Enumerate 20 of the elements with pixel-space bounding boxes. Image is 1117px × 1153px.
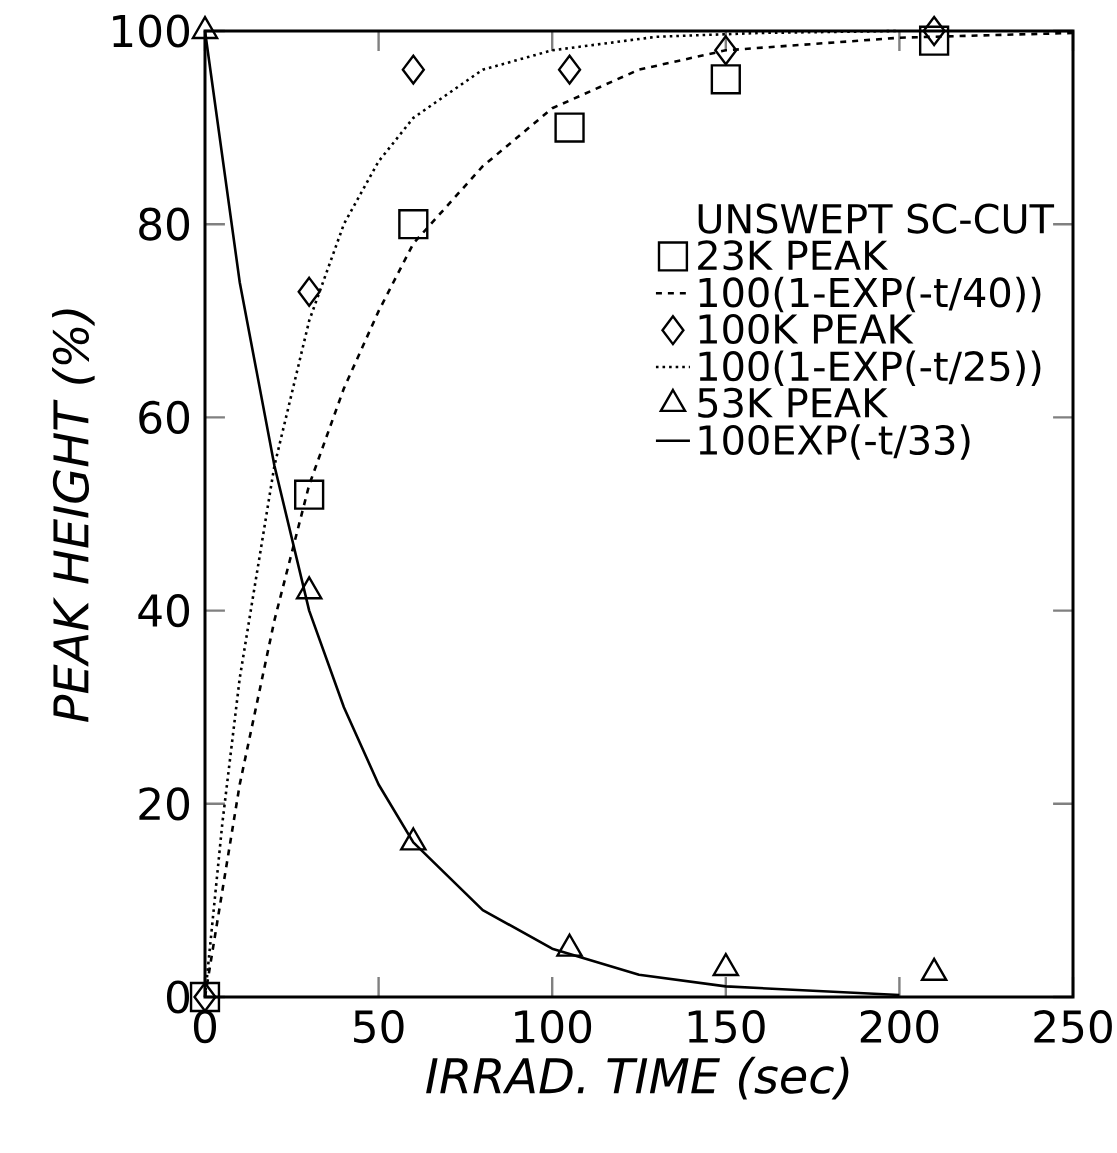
x-axis-title: IRRAD. TIME (sec) — [426, 1056, 849, 1100]
legend-label: 100EXP(-t/33) — [699, 424, 970, 460]
legend-label: 100(1-EXP(-t/25)) — [699, 350, 1041, 386]
x-tick-label: 50 — [354, 1010, 404, 1044]
x-tick-label: 250 — [1034, 1010, 1112, 1044]
legend-label: 100(1-EXP(-t/40)) — [699, 276, 1041, 313]
y-tick-label: 20 — [139, 787, 190, 821]
y-tick-label: 40 — [138, 594, 190, 628]
y-tick-label: 100 — [113, 14, 190, 48]
y-axis-title: PEAK HEIGHT (%) — [52, 309, 95, 723]
y-tick-label: 80 — [139, 207, 190, 241]
x-tick-label: 200 — [860, 1010, 939, 1044]
legend-label: 100K PEAK — [699, 313, 914, 345]
y-tick-label: 60 — [139, 400, 190, 434]
y-tick-label: 0 — [166, 980, 190, 1014]
legend-title: UNSWEPT SC-CUT — [698, 203, 1055, 234]
legend-label: 23K PEAK — [698, 240, 889, 271]
x-tick-label: 150 — [688, 1010, 765, 1044]
legend-label: 53K PEAK — [698, 387, 889, 418]
x-tick-label: 100 — [515, 1010, 592, 1044]
